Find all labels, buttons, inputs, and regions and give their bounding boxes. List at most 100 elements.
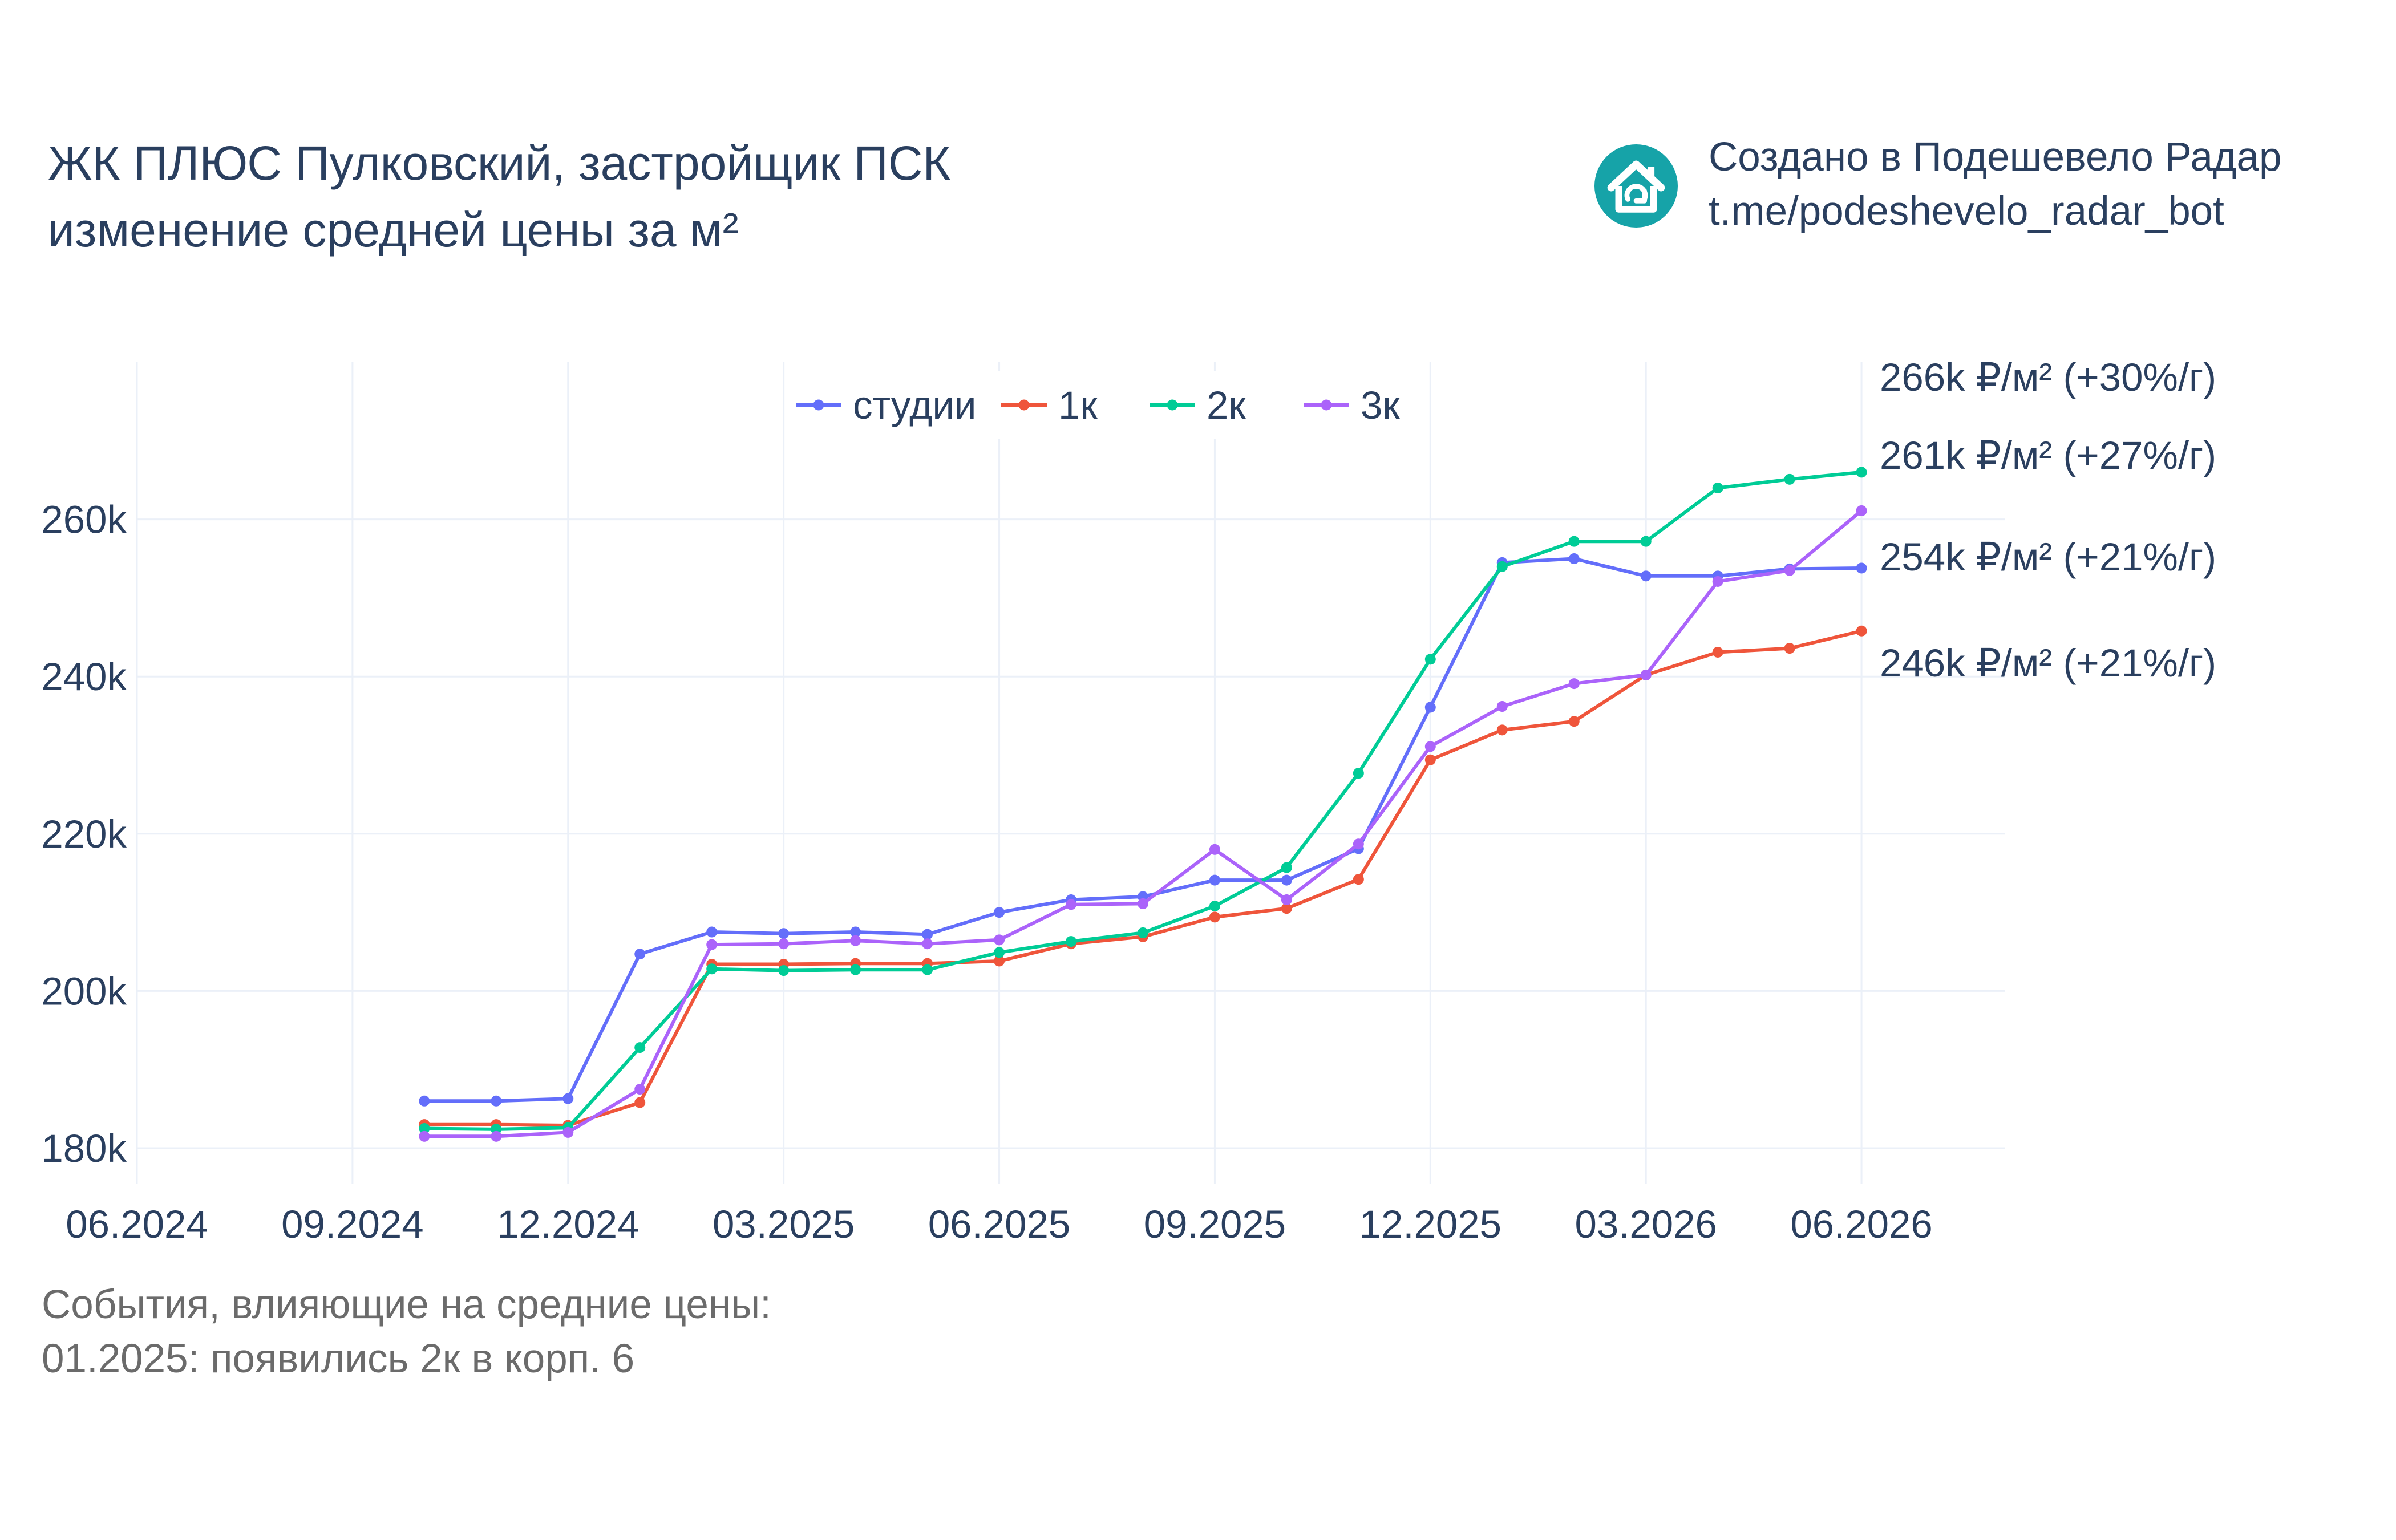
chart-title-line-1: ЖК ПЛЮС Пулковский, застройщик ПСК xyxy=(48,136,951,190)
data-point xyxy=(1281,874,1292,886)
data-point xyxy=(850,935,861,946)
data-point xyxy=(634,1042,646,1053)
series-lines xyxy=(419,467,1867,1142)
legend-item[interactable]: 2к xyxy=(1150,383,1246,427)
legend-item[interactable]: 1к xyxy=(1001,383,1098,427)
data-point xyxy=(706,939,718,950)
data-point xyxy=(922,964,933,975)
legend-marker xyxy=(1018,399,1030,411)
data-point xyxy=(778,928,790,939)
data-point xyxy=(1209,901,1220,912)
credit-link[interactable]: t.me/podeshevelo_radar_bot xyxy=(1709,189,2224,234)
data-point xyxy=(1784,565,1795,576)
data-point xyxy=(1856,625,1867,637)
series-3к xyxy=(419,505,1867,1142)
data-point xyxy=(1066,936,1076,947)
data-point xyxy=(634,1097,646,1108)
data-point xyxy=(419,1130,430,1142)
events-item: 01.2025: появились 2к в корп. 6 xyxy=(42,1336,635,1381)
data-point xyxy=(850,926,861,938)
data-point xyxy=(1424,702,1436,713)
x-tick-label: 12.2025 xyxy=(1359,1202,1501,1246)
data-point xyxy=(491,1130,502,1142)
data-point xyxy=(994,907,1005,918)
data-point xyxy=(1281,862,1292,873)
data-point xyxy=(1496,724,1508,736)
data-point xyxy=(1281,894,1292,906)
series-1к xyxy=(419,625,1867,1131)
data-point xyxy=(1712,646,1723,658)
legend-marker xyxy=(1167,399,1178,411)
end-value-label: 254k ₽/м² (+21%/г) xyxy=(1880,535,2216,579)
data-point xyxy=(778,965,790,976)
legend-item[interactable]: студии xyxy=(796,383,976,427)
data-point xyxy=(1784,473,1795,485)
data-point xyxy=(1640,536,1652,547)
data-point xyxy=(634,1084,646,1095)
x-tick-label: 06.2025 xyxy=(928,1202,1070,1246)
data-point xyxy=(562,1126,574,1138)
legend: студии 1к 2к 3к xyxy=(787,371,1400,439)
data-point xyxy=(1424,754,1436,765)
legend-marker xyxy=(1321,399,1332,411)
data-point xyxy=(1137,898,1148,909)
x-tick-label: 12.2024 xyxy=(497,1202,639,1246)
data-point xyxy=(778,938,790,950)
end-value-label: 266k ₽/м² (+30%/г) xyxy=(1880,355,2216,399)
data-point xyxy=(1712,482,1723,493)
data-point xyxy=(1640,570,1652,582)
data-point xyxy=(994,955,1005,967)
legend-label: 1к xyxy=(1058,383,1098,427)
data-point xyxy=(1712,576,1723,587)
x-tick-label: 06.2026 xyxy=(1790,1202,1932,1246)
data-point xyxy=(850,964,861,975)
legend-label: 2к xyxy=(1207,383,1246,427)
x-tick-label: 09.2024 xyxy=(281,1202,423,1246)
data-point xyxy=(1496,561,1508,572)
data-point xyxy=(1353,768,1364,779)
data-point xyxy=(1568,716,1580,727)
data-point xyxy=(1856,562,1867,574)
events-block: События, влияющие на средние цены: 01.20… xyxy=(42,1278,771,1386)
data-point xyxy=(1281,903,1292,914)
chart-title-line-2: изменение средней цены за м² xyxy=(48,203,739,257)
data-point xyxy=(419,1123,430,1134)
data-point xyxy=(562,1093,574,1104)
legend-background xyxy=(787,371,1358,439)
y-tick-label: 240k xyxy=(41,655,127,699)
data-point xyxy=(1209,874,1220,886)
data-point xyxy=(1353,838,1364,850)
data-point xyxy=(922,929,933,940)
data-point xyxy=(1784,643,1795,654)
x-tick-label: 03.2026 xyxy=(1575,1202,1717,1246)
legend-item[interactable]: 3к xyxy=(1304,383,1400,427)
x-axis-ticks: 06.2024 09.2024 12.2024 03.2025 06.2025 09.20… xyxy=(66,1202,1932,1246)
legend-label: 3к xyxy=(1361,383,1400,427)
data-point xyxy=(1568,553,1580,564)
house-logo-icon xyxy=(1594,144,1678,228)
y-tick-label: 220k xyxy=(41,812,127,856)
data-point xyxy=(419,1095,430,1107)
legend-marker xyxy=(813,399,824,411)
events-header: События, влияющие на средние цены: xyxy=(42,1282,771,1327)
y-tick-label: 260k xyxy=(41,498,127,542)
data-point xyxy=(706,963,718,975)
series-студии xyxy=(419,553,1867,1107)
y-tick-label: 200k xyxy=(41,969,127,1013)
data-point xyxy=(1209,844,1220,855)
x-tick-label: 06.2024 xyxy=(66,1202,208,1246)
legend-label: студии xyxy=(853,383,976,427)
data-point xyxy=(1856,505,1867,516)
end-value-label: 246k ₽/м² (+21%/г) xyxy=(1880,641,2216,685)
data-point xyxy=(1209,911,1220,923)
credit-line-1: Создано в Подешевело Радар xyxy=(1709,135,2282,180)
data-point xyxy=(1496,701,1508,712)
data-point xyxy=(1568,678,1580,690)
data-point xyxy=(1424,741,1436,752)
data-point xyxy=(994,934,1005,946)
data-point xyxy=(1353,874,1364,885)
x-tick-label: 03.2025 xyxy=(713,1202,855,1246)
data-point xyxy=(1137,927,1148,938)
data-point xyxy=(1856,467,1867,478)
